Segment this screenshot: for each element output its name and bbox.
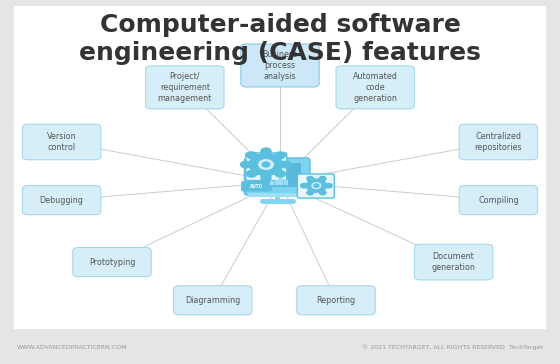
Circle shape xyxy=(275,153,284,159)
Circle shape xyxy=(248,153,257,159)
Circle shape xyxy=(246,171,256,177)
Circle shape xyxy=(306,179,326,192)
FancyBboxPatch shape xyxy=(246,153,287,181)
Text: WWW.ADVANCEDPRACTICERN.COM: WWW.ADVANCEDPRACTICERN.COM xyxy=(17,345,127,350)
Text: Debugging: Debugging xyxy=(40,196,83,205)
Circle shape xyxy=(261,148,271,155)
Text: Document
generation: Document generation xyxy=(432,252,475,272)
Circle shape xyxy=(259,160,273,169)
Circle shape xyxy=(249,154,283,175)
Text: Prototyping: Prototyping xyxy=(89,258,135,266)
Circle shape xyxy=(261,174,271,181)
FancyBboxPatch shape xyxy=(174,286,252,315)
FancyBboxPatch shape xyxy=(241,182,272,191)
Circle shape xyxy=(307,190,314,195)
Text: AUTO: AUTO xyxy=(250,184,263,189)
Circle shape xyxy=(242,162,251,167)
Circle shape xyxy=(262,162,270,167)
FancyBboxPatch shape xyxy=(414,244,493,280)
Text: Automated
code
generation: Automated code generation xyxy=(353,72,398,103)
FancyBboxPatch shape xyxy=(248,193,306,197)
Circle shape xyxy=(248,170,257,176)
FancyBboxPatch shape xyxy=(297,174,334,198)
Circle shape xyxy=(246,152,256,158)
Text: Reporting: Reporting xyxy=(316,296,356,305)
Text: Version
control: Version control xyxy=(47,132,76,152)
Circle shape xyxy=(275,170,284,176)
Circle shape xyxy=(314,184,319,187)
Circle shape xyxy=(319,177,326,181)
Circle shape xyxy=(281,162,290,167)
Circle shape xyxy=(319,190,326,195)
Text: Business
process
analysis: Business process analysis xyxy=(263,50,297,81)
Text: Computer-aided software
engineering (CASE) features: Computer-aided software engineering (CAS… xyxy=(79,13,481,64)
FancyBboxPatch shape xyxy=(459,124,538,160)
Circle shape xyxy=(259,160,273,169)
Circle shape xyxy=(312,183,321,189)
FancyBboxPatch shape xyxy=(244,158,310,195)
Circle shape xyxy=(301,183,307,188)
FancyBboxPatch shape xyxy=(253,163,301,187)
FancyBboxPatch shape xyxy=(336,66,414,109)
FancyBboxPatch shape xyxy=(459,186,538,215)
Text: Diagramming: Diagramming xyxy=(185,296,240,305)
Text: Compiling: Compiling xyxy=(478,196,519,205)
Text: Project/
requirement
management: Project/ requirement management xyxy=(158,72,212,103)
Circle shape xyxy=(250,154,282,175)
Text: © 2021 TECHTARGET, ALL RIGHTS RESERVED  TechTarget: © 2021 TECHTARGET, ALL RIGHTS RESERVED T… xyxy=(362,345,543,351)
FancyBboxPatch shape xyxy=(73,248,151,277)
FancyBboxPatch shape xyxy=(241,44,319,87)
Circle shape xyxy=(262,162,270,167)
FancyBboxPatch shape xyxy=(22,186,101,215)
Circle shape xyxy=(276,171,286,177)
Circle shape xyxy=(325,183,332,188)
FancyBboxPatch shape xyxy=(297,286,375,315)
Text: Centralized
repositories: Centralized repositories xyxy=(474,132,522,152)
Circle shape xyxy=(307,177,314,181)
Circle shape xyxy=(276,152,286,158)
FancyBboxPatch shape xyxy=(22,124,101,160)
Circle shape xyxy=(262,149,270,155)
Circle shape xyxy=(281,161,291,168)
FancyBboxPatch shape xyxy=(14,6,546,329)
Circle shape xyxy=(241,161,251,168)
Circle shape xyxy=(262,174,270,180)
FancyBboxPatch shape xyxy=(146,66,224,109)
